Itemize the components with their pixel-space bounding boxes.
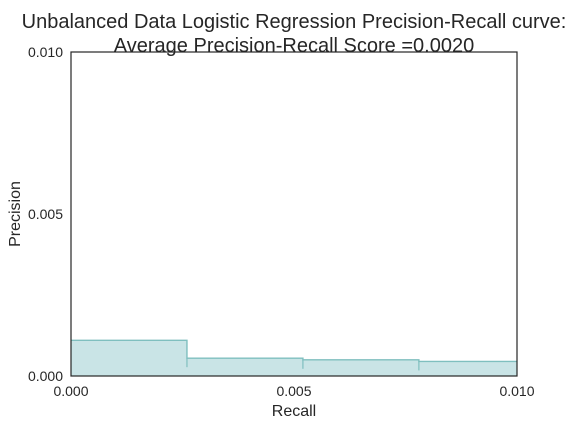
tick-labels: 0.000 0.005 0.010 0.000 0.005 0.010 [28,44,535,399]
y-tick-label: 0.000 [28,368,63,384]
pr-step-line [71,339,517,363]
y-tick-label: 0.010 [28,44,63,60]
x-tick-label: 0.010 [499,383,534,399]
x-axis-label: Recall [272,403,316,420]
plot-area [70,51,518,377]
y-axis-label: Precision [7,181,24,247]
x-tick-label: 0.005 [276,383,311,399]
chart-title-line-1: Unbalanced Data Logistic Regression Prec… [22,11,567,33]
y-tick-label: 0.005 [28,206,63,222]
chart-title-line-2: Average Precision-Recall Score =0.0020 [114,35,474,57]
x-tick-label: 0.000 [53,383,88,399]
axes-frame [70,51,518,377]
